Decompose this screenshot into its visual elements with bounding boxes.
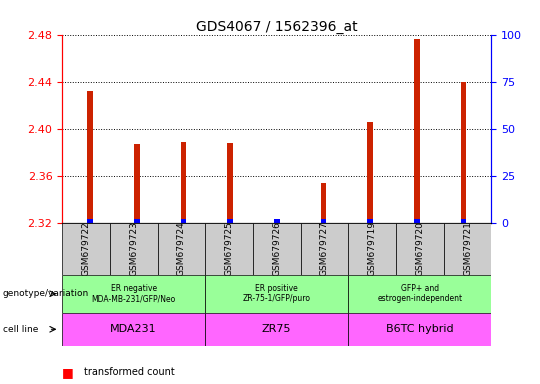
- Text: GFP+ and
estrogen-independent: GFP+ and estrogen-independent: [377, 284, 462, 303]
- Text: cell line: cell line: [3, 325, 38, 334]
- Bar: [321, 183, 326, 223]
- Text: GSM679720: GSM679720: [415, 221, 424, 276]
- Bar: [205, 223, 253, 275]
- Bar: [367, 122, 373, 223]
- Bar: [414, 218, 420, 223]
- Bar: [444, 223, 491, 275]
- Text: GSM679726: GSM679726: [272, 221, 281, 276]
- Text: MDA231: MDA231: [110, 324, 157, 334]
- Bar: [134, 218, 139, 223]
- Text: B6TC hybrid: B6TC hybrid: [386, 324, 454, 334]
- Bar: [227, 143, 233, 223]
- Bar: [180, 218, 186, 223]
- Bar: [301, 223, 348, 275]
- Text: ER positive
ZR-75-1/GFP/puro: ER positive ZR-75-1/GFP/puro: [243, 284, 310, 303]
- Text: GSM679724: GSM679724: [177, 221, 186, 276]
- Text: GSM679727: GSM679727: [320, 221, 329, 276]
- Bar: [321, 218, 326, 223]
- Text: GSM679725: GSM679725: [225, 221, 233, 276]
- Bar: [62, 313, 205, 346]
- Bar: [348, 223, 396, 275]
- Text: GSM679723: GSM679723: [129, 221, 138, 276]
- Text: ER negative
MDA-MB-231/GFP/Neo: ER negative MDA-MB-231/GFP/Neo: [91, 284, 176, 303]
- Text: genotype/variation: genotype/variation: [3, 289, 89, 298]
- Text: ZR75: ZR75: [262, 324, 292, 334]
- Bar: [274, 218, 280, 223]
- Title: GDS4067 / 1562396_at: GDS4067 / 1562396_at: [196, 20, 357, 33]
- Bar: [367, 218, 373, 223]
- Bar: [253, 223, 301, 275]
- Bar: [348, 313, 491, 346]
- Bar: [396, 223, 444, 275]
- Bar: [134, 144, 139, 223]
- Bar: [227, 218, 233, 223]
- Bar: [348, 275, 491, 313]
- Bar: [180, 142, 186, 223]
- Bar: [461, 81, 466, 223]
- Bar: [274, 219, 280, 223]
- Text: GSM679722: GSM679722: [82, 221, 91, 276]
- Bar: [87, 91, 93, 223]
- Bar: [205, 275, 348, 313]
- Bar: [158, 223, 205, 275]
- Bar: [205, 313, 348, 346]
- Bar: [461, 218, 466, 223]
- Text: GSM679721: GSM679721: [463, 221, 472, 276]
- Text: transformed count: transformed count: [84, 367, 174, 377]
- Bar: [414, 39, 420, 223]
- Bar: [87, 218, 93, 223]
- Text: ■: ■: [62, 366, 74, 379]
- Bar: [62, 223, 110, 275]
- Text: GSM679719: GSM679719: [368, 221, 377, 276]
- Bar: [110, 223, 158, 275]
- Bar: [62, 275, 205, 313]
